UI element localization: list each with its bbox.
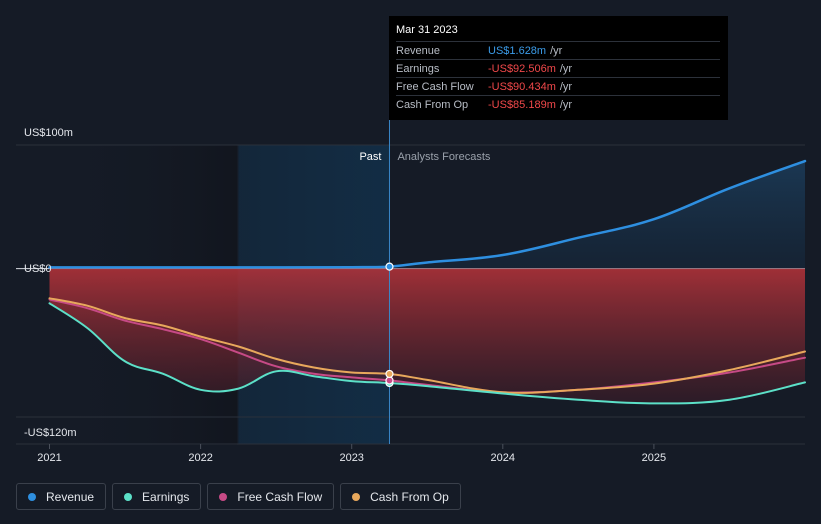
y-tick-label: US$100m — [24, 127, 73, 139]
x-tick-label: 2024 — [491, 452, 515, 464]
revenue-area — [49, 161, 805, 269]
tooltip-unit: /yr — [559, 62, 573, 75]
tooltip-row-earnings: Earnings -US$92.506m /yr — [396, 59, 720, 77]
marker-revenue — [385, 262, 394, 271]
tooltip-label: Earnings — [396, 62, 440, 75]
legend-dot-icon — [124, 492, 133, 501]
tooltip: Mar 31 2023 Revenue US$1.628m /yr Earnin… — [389, 16, 728, 120]
tooltip-label: Revenue — [396, 44, 441, 57]
x-tick-label: 2021 — [37, 452, 61, 464]
legend-item-free-cash-flow[interactable]: Free Cash Flow — [207, 483, 335, 510]
legend-item-revenue[interactable]: Revenue — [16, 483, 107, 510]
legend-dot-icon — [352, 492, 361, 501]
y-tick-label: -US$120m — [24, 427, 77, 439]
legend-label: Cash From Op — [370, 489, 449, 504]
tooltip-row-cash-from-op: Cash From Op -US$85.189m /yr — [396, 95, 720, 113]
tooltip-unit: /yr — [550, 44, 563, 57]
tooltip-row-free-cash-flow: Free Cash Flow -US$90.434m /yr — [396, 77, 720, 95]
tooltip-row-revenue: Revenue US$1.628m /yr — [396, 41, 720, 59]
tooltip-value: -US$85.189m — [488, 98, 556, 111]
series-line-earnings — [48, 302, 806, 405]
legend-label: Free Cash Flow — [237, 489, 323, 504]
legend-dot-icon — [219, 492, 228, 501]
series-line-revenue — [48, 159, 807, 269]
legend-dot-icon — [28, 492, 36, 501]
marker-cash-from-op — [385, 369, 394, 379]
legend-item-earnings[interactable]: Earnings — [112, 483, 202, 510]
tooltip-value: -US$90.434m — [488, 80, 556, 93]
series-line-cash-from-op — [48, 297, 806, 394]
tooltip-unit: /yr — [559, 98, 573, 111]
x-tick-label: 2023 — [339, 452, 363, 464]
tooltip-unit: /yr — [559, 80, 573, 93]
legend: Revenue Earnings Free Cash Flow Cash Fro… — [16, 483, 461, 510]
legend-item-cash-from-op[interactable]: Cash From Op — [340, 483, 461, 510]
series-line-free-cash-flow — [48, 298, 806, 394]
tooltip-label: Free Cash Flow — [396, 80, 474, 93]
forecast-label: Analysts Forecasts — [397, 151, 490, 163]
tooltip-date: Mar 31 2023 — [396, 24, 458, 36]
y-tick-label: US$0 — [24, 263, 52, 275]
legend-label: Earnings — [142, 489, 190, 504]
legend-label: Revenue — [46, 489, 95, 504]
tooltip-value: -US$92.506m — [488, 62, 556, 75]
past-label: Past — [359, 151, 381, 163]
tooltip-label: Cash From Op — [396, 98, 469, 111]
negative-area — [49, 268, 805, 404]
tooltip-value: US$1.628m — [488, 44, 547, 57]
x-tick-label: 2025 — [642, 452, 666, 464]
x-tick-label: 2022 — [188, 452, 212, 464]
